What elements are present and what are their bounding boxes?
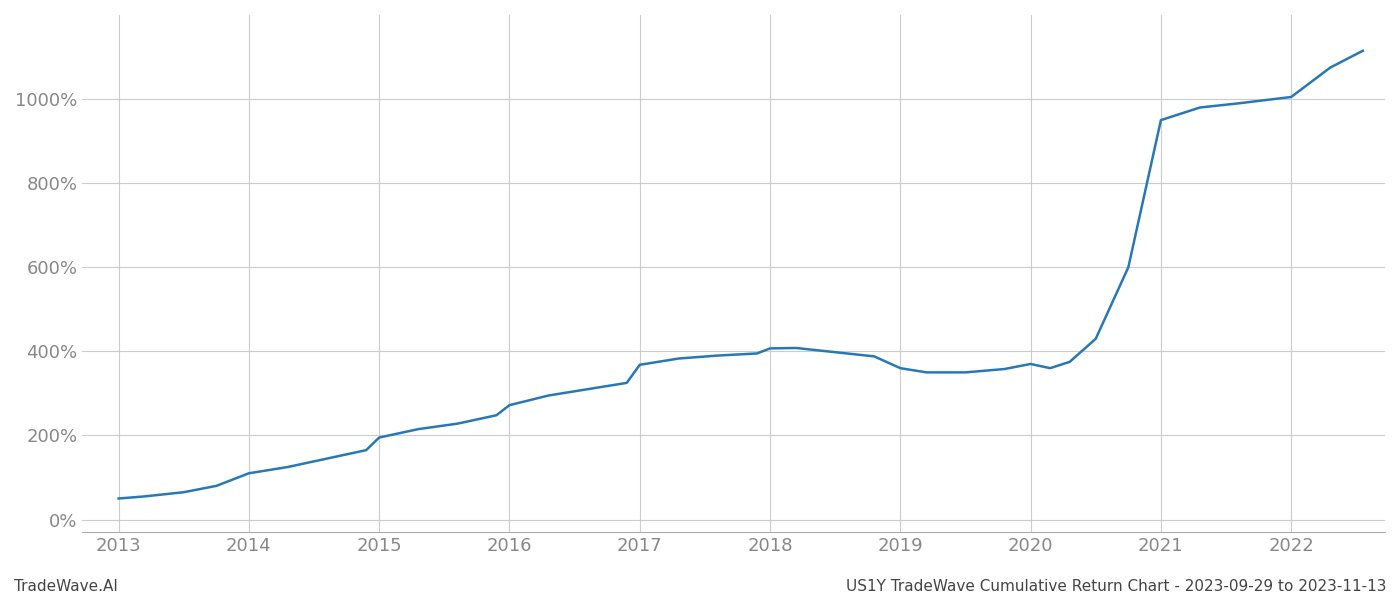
- Text: TradeWave.AI: TradeWave.AI: [14, 579, 118, 594]
- Text: US1Y TradeWave Cumulative Return Chart - 2023-09-29 to 2023-11-13: US1Y TradeWave Cumulative Return Chart -…: [846, 579, 1386, 594]
